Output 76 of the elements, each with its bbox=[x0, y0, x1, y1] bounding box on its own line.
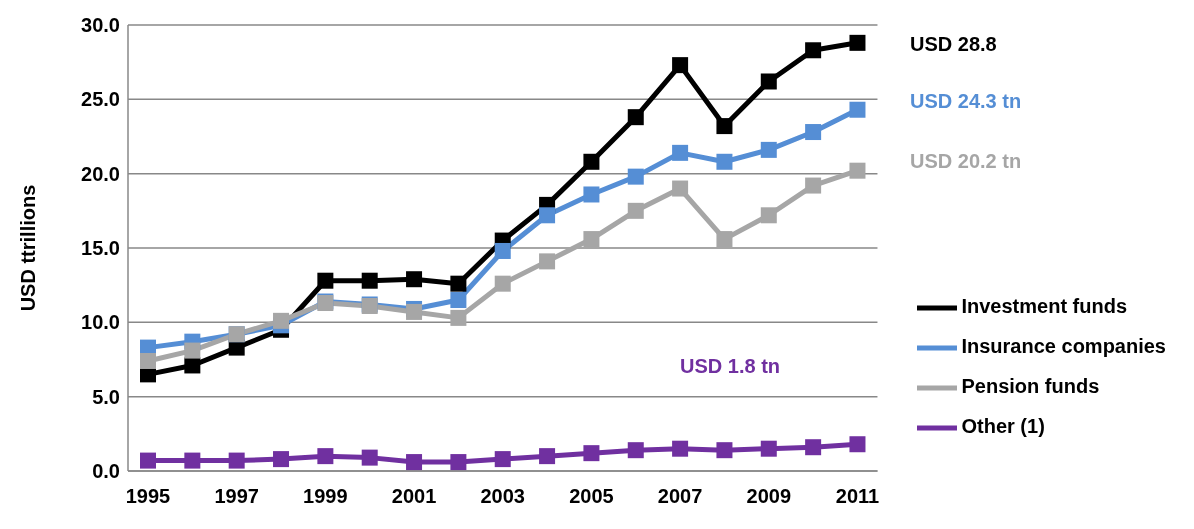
point bbox=[672, 440, 689, 457]
point bbox=[583, 445, 600, 462]
point bbox=[849, 162, 866, 179]
y-tick-label: 25.0 bbox=[81, 88, 120, 111]
point bbox=[672, 57, 689, 74]
x-tick-label: 2009 bbox=[746, 485, 792, 508]
point bbox=[716, 153, 733, 170]
point bbox=[450, 309, 467, 326]
point bbox=[228, 452, 245, 469]
point bbox=[716, 231, 733, 248]
x-tick-label: 1999 bbox=[303, 485, 348, 508]
point bbox=[539, 207, 556, 224]
point bbox=[760, 141, 777, 158]
point bbox=[805, 124, 822, 141]
point bbox=[627, 442, 644, 459]
point bbox=[627, 168, 644, 185]
point bbox=[450, 275, 467, 292]
x-tick-label: 2005 bbox=[569, 485, 614, 508]
legend-label: Investment funds bbox=[961, 295, 1128, 318]
point bbox=[805, 177, 822, 194]
x-tick-label: 1995 bbox=[125, 485, 171, 508]
point bbox=[805, 42, 822, 59]
point bbox=[583, 186, 600, 203]
point bbox=[583, 153, 600, 170]
x-tick-label: 2001 bbox=[391, 485, 437, 508]
point bbox=[494, 242, 511, 259]
point bbox=[583, 231, 600, 248]
point bbox=[317, 448, 334, 465]
point bbox=[494, 451, 511, 468]
point bbox=[539, 448, 556, 465]
point bbox=[140, 452, 156, 469]
y-tick-label: 10.0 bbox=[81, 311, 120, 334]
text: USD 20.2 tn bbox=[910, 149, 1022, 173]
point bbox=[184, 342, 201, 359]
point bbox=[184, 452, 201, 469]
legend-label: Other (1) bbox=[961, 415, 1045, 438]
point bbox=[361, 272, 378, 289]
y-tick-label: 0.0 bbox=[92, 460, 120, 483]
point bbox=[450, 454, 467, 471]
point bbox=[539, 253, 556, 270]
point bbox=[760, 440, 777, 457]
point bbox=[805, 439, 822, 456]
x-tick-label: 2003 bbox=[480, 485, 525, 508]
point bbox=[672, 144, 689, 161]
annotation: USD 1.8 tn bbox=[680, 354, 781, 378]
text: USD 28.8 bbox=[910, 32, 997, 56]
point bbox=[406, 271, 423, 288]
point bbox=[406, 454, 423, 471]
point bbox=[672, 180, 689, 197]
point bbox=[273, 451, 290, 468]
point bbox=[760, 73, 777, 90]
y-tick-label: 20.0 bbox=[81, 162, 120, 185]
point bbox=[361, 449, 378, 466]
text: USD 24.3 tn bbox=[910, 89, 1022, 113]
legend-label: Pension funds bbox=[961, 375, 1100, 398]
x-tick-label: 1997 bbox=[214, 485, 259, 508]
point bbox=[716, 442, 733, 459]
point bbox=[760, 207, 777, 224]
x-tick-label: 2011 bbox=[835, 485, 880, 508]
point bbox=[140, 352, 156, 369]
point bbox=[849, 34, 866, 51]
point bbox=[716, 118, 733, 135]
point bbox=[627, 109, 644, 126]
point bbox=[849, 436, 866, 453]
point bbox=[450, 292, 467, 309]
point bbox=[317, 272, 334, 289]
x-tick-label: 2007 bbox=[657, 485, 703, 508]
legend-label: Insurance companies bbox=[961, 335, 1166, 358]
point bbox=[849, 101, 866, 118]
point bbox=[273, 312, 290, 329]
point bbox=[627, 202, 644, 219]
y-tick-label: 15.0 bbox=[81, 237, 120, 260]
y-tick-label: 5.0 bbox=[92, 385, 120, 408]
y-axis-title: USD ttrillions bbox=[17, 184, 40, 312]
y-tick-label: 30.0 bbox=[81, 14, 120, 37]
point bbox=[494, 275, 511, 292]
